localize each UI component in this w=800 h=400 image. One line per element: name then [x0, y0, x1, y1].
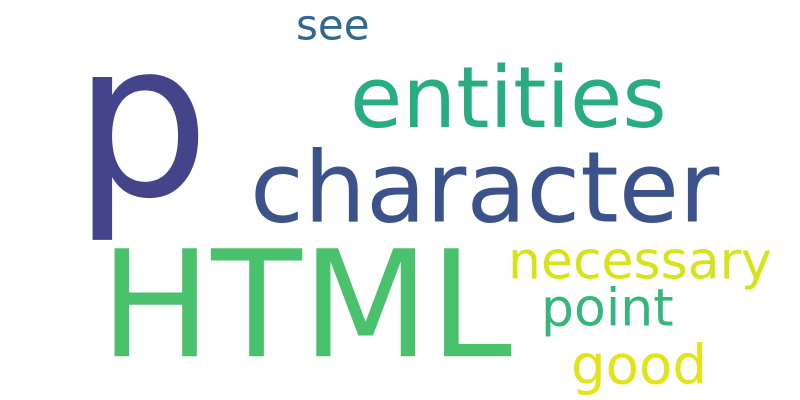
- word-point: point: [540, 276, 674, 339]
- word-good: good: [571, 332, 707, 397]
- word-html: HTML: [100, 219, 512, 392]
- word-see: see: [296, 1, 370, 51]
- word-entities: entities: [350, 48, 667, 147]
- word-necessary: necessary: [508, 229, 772, 292]
- word-character: character: [250, 131, 720, 246]
- word-p: p: [73, 0, 210, 247]
